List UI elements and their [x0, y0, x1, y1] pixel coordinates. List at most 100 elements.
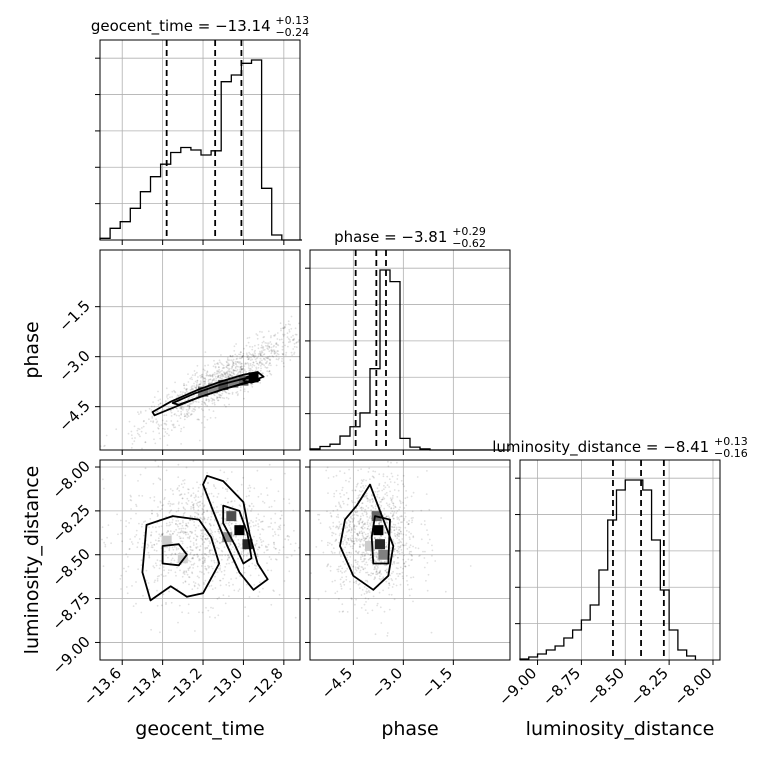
scatter-point	[172, 424, 175, 427]
scatter-point	[201, 539, 204, 541]
scatter-point	[370, 527, 372, 530]
scatter-point	[110, 542, 112, 545]
scatter-point	[168, 511, 171, 514]
scatter-point	[360, 509, 363, 511]
scatter-point	[339, 565, 342, 568]
scatter-point	[357, 567, 360, 569]
scatter-point	[427, 533, 429, 536]
scatter-point	[142, 425, 145, 428]
scatter-point	[255, 333, 258, 335]
hist2d-cell	[373, 525, 384, 536]
scatter-point	[349, 580, 351, 583]
scatter-point	[219, 536, 221, 539]
scatter-point	[206, 509, 209, 512]
scatter-point	[339, 570, 342, 573]
scatter-point	[388, 608, 391, 611]
scatter-point	[362, 544, 365, 547]
scatter-point	[371, 501, 374, 503]
scatter-point	[350, 597, 353, 600]
panel-frame-geocent_time-luminosity_distance	[99, 459, 301, 661]
y-tick-label: −8.75	[49, 589, 94, 634]
scatter-point	[346, 526, 349, 529]
scatter-point	[409, 544, 412, 547]
scatter-point	[355, 507, 358, 510]
scatter-point	[177, 463, 180, 466]
scatter-point	[140, 564, 143, 566]
scatter-point	[165, 420, 168, 422]
scatter-point	[151, 526, 154, 528]
scatter-point	[235, 358, 238, 361]
scatter-point	[225, 563, 228, 565]
scatter-point	[269, 358, 272, 361]
scatter-point	[195, 495, 197, 498]
scatter-point	[260, 354, 262, 357]
scatter-point	[256, 334, 259, 337]
scatter-point	[243, 365, 246, 367]
scatter-point	[270, 569, 273, 572]
contour-phase-luminosity_distance	[370, 515, 391, 565]
scatter-point	[346, 542, 349, 544]
scatter-point	[205, 547, 208, 549]
scatter-point	[243, 390, 246, 393]
scatter-point	[209, 375, 212, 378]
scatter-point	[165, 414, 168, 416]
scatter-point	[189, 402, 192, 405]
scatter-point	[170, 415, 173, 417]
scatter-point	[412, 600, 414, 603]
scatter-point	[192, 401, 195, 404]
scatter-point	[374, 537, 376, 540]
hist2d-cell	[228, 377, 239, 388]
scatter-point	[340, 528, 343, 530]
scatter-point	[161, 504, 164, 507]
scatter-point	[189, 566, 191, 569]
scatter-point	[247, 615, 250, 617]
scatter-point	[401, 515, 403, 518]
scatter-point	[125, 553, 128, 555]
scatter-point	[187, 404, 189, 407]
scatter-point	[344, 546, 346, 549]
scatter-point	[362, 560, 365, 563]
scatter-point	[374, 560, 376, 563]
scatter-point	[270, 350, 273, 353]
scatter-point	[203, 517, 206, 520]
scatter-point	[253, 535, 255, 538]
scatter-point	[207, 555, 210, 558]
scatter-point	[280, 327, 282, 330]
scatter-point	[195, 539, 198, 542]
scatter-point	[353, 517, 355, 520]
scatter-point	[219, 564, 222, 567]
scatter-point	[385, 541, 388, 544]
scatter-point	[357, 494, 360, 497]
scatter-point	[273, 349, 276, 352]
scatter-point	[162, 593, 165, 596]
panel-frame-luminosity_distance-luminosity_distance	[519, 459, 721, 661]
scatter-point	[360, 553, 363, 556]
scatter-point	[338, 610, 341, 613]
scatter-point	[362, 485, 364, 487]
scatter-point	[251, 383, 254, 386]
scatter-point	[347, 530, 350, 532]
scatter-point	[166, 432, 169, 435]
scatter-point	[275, 346, 277, 348]
scatter-point	[209, 417, 212, 419]
scatter-point	[389, 490, 391, 493]
scatter-point	[193, 553, 196, 556]
scatter-point	[211, 381, 214, 383]
scatter-point	[261, 528, 264, 530]
scatter-point	[203, 402, 206, 404]
scatter-point	[375, 556, 378, 559]
scatter-point	[148, 556, 151, 559]
scatter-point	[171, 546, 174, 549]
scatter-point	[218, 396, 221, 399]
scatter-point	[175, 510, 178, 513]
scatter-point	[184, 580, 187, 583]
scatter-point	[294, 542, 297, 545]
scatter-point	[214, 542, 217, 544]
scatter-point	[361, 520, 364, 523]
scatter-point	[228, 544, 230, 547]
scatter-point	[211, 549, 213, 551]
scatter-point	[240, 365, 243, 368]
scatter-point	[243, 388, 246, 391]
scatter-point	[341, 486, 344, 489]
contour-geocent_time-luminosity_distance	[141, 515, 221, 602]
